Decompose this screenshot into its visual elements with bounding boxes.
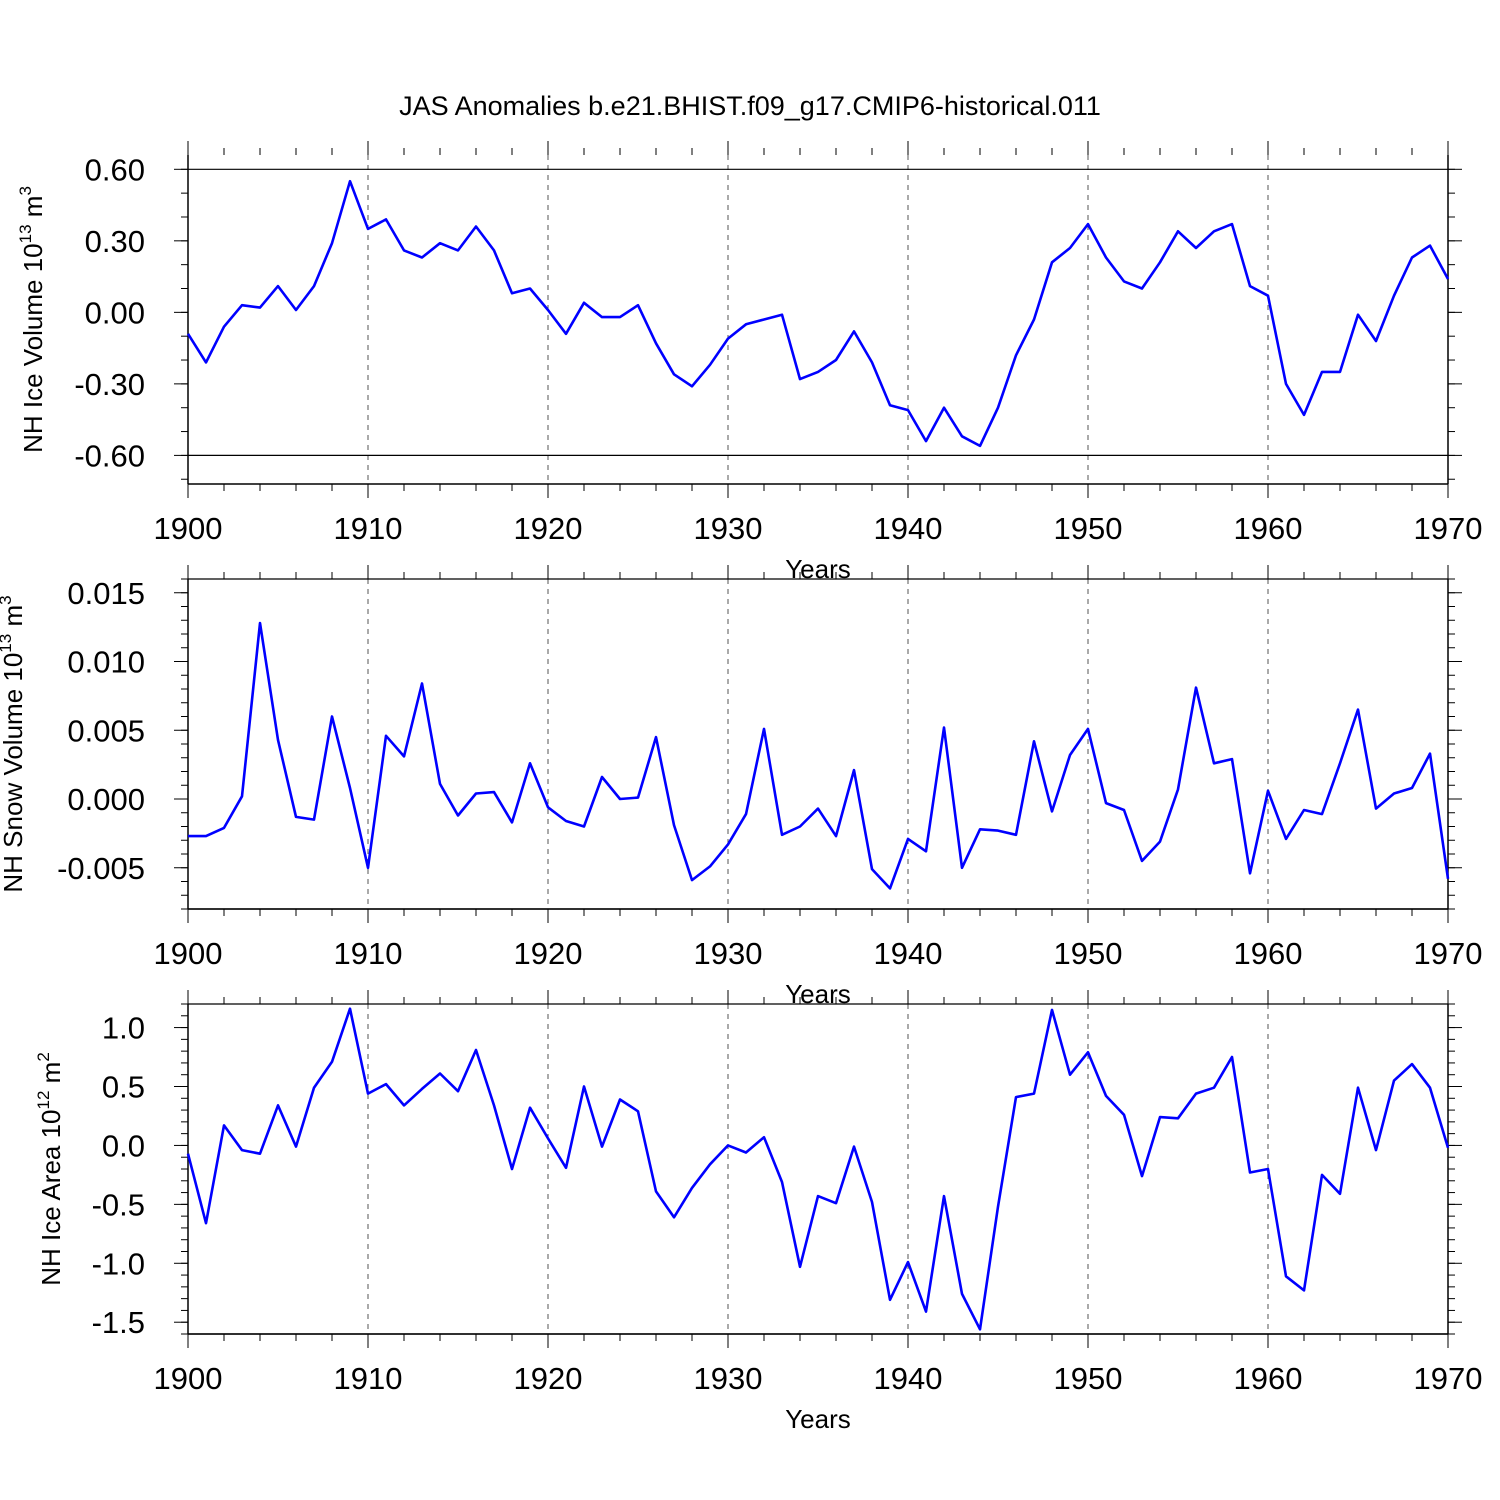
x-axis-label: Years bbox=[785, 1404, 851, 1434]
y-tick-label: 0.000 bbox=[67, 782, 145, 817]
chart-title: JAS Anomalies b.e21.BHIST.f09_g17.CMIP6-… bbox=[399, 91, 1101, 121]
x-tick-label: 1920 bbox=[514, 511, 583, 546]
x-tick-label: 1970 bbox=[1414, 1361, 1483, 1396]
x-tick-label: 1900 bbox=[154, 1361, 223, 1396]
x-tick-label: 1950 bbox=[1054, 936, 1123, 971]
y-axis-label: NH Snow Volume 1013 m3 bbox=[0, 595, 28, 892]
y-tick-label: -1.0 bbox=[92, 1246, 145, 1281]
x-tick-label: 1920 bbox=[514, 1361, 583, 1396]
x-tick-label: 1970 bbox=[1414, 511, 1483, 546]
x-tick-label: 1910 bbox=[334, 936, 403, 971]
series-line bbox=[188, 621, 1450, 890]
x-tick-label: 1900 bbox=[154, 936, 223, 971]
y-tick-label: 1.0 bbox=[102, 1011, 145, 1046]
y-tick-label: 0.005 bbox=[67, 713, 145, 748]
x-tick-label: 1900 bbox=[154, 511, 223, 546]
panel-ice-volume: 1900 1910 1920 1930 1940 1950 1960 1970Years-0.… bbox=[16, 141, 1482, 584]
y-tick-label: -0.60 bbox=[74, 438, 145, 473]
series-line bbox=[186, 1007, 1450, 1331]
x-tick-label: 1970 bbox=[1414, 936, 1483, 971]
y-tick-label: -1.5 bbox=[92, 1305, 145, 1340]
x-tick-label: 1930 bbox=[694, 511, 763, 546]
y-tick-label: -0.5 bbox=[92, 1187, 145, 1222]
y-tick-label: 0.015 bbox=[67, 576, 145, 611]
x-tick-label: 1930 bbox=[694, 1361, 763, 1396]
x-tick-label: 1950 bbox=[1054, 511, 1123, 546]
x-tick-label: 1940 bbox=[874, 936, 943, 971]
panel-ice-area: 1900 1910 1920 1930 1940 1950 1960 1970 Years -1.… bbox=[34, 990, 1482, 1434]
x-tick-label: 1910 bbox=[334, 511, 403, 546]
x-tick-label: 1960 bbox=[1234, 511, 1303, 546]
y-axis-label: NH Ice Area 1012 m2 bbox=[34, 1052, 66, 1286]
panel-snow-volume: 1900 1910 1920 1930 1940 1950 1960 1970Years-0.… bbox=[0, 565, 1482, 1009]
y-tick-label: -0.005 bbox=[57, 851, 145, 886]
y-tick-label: -0.30 bbox=[74, 367, 145, 402]
x-tick-label: 1960 bbox=[1234, 1361, 1303, 1396]
y-tick-label: 0.30 bbox=[85, 224, 145, 259]
series-line bbox=[186, 179, 1450, 448]
y-tick-label: 0.010 bbox=[67, 645, 145, 680]
x-tick-label: 1950 bbox=[1054, 1361, 1123, 1396]
x-tick-label: 1910 bbox=[334, 1361, 403, 1396]
x-tick-label: 1960 bbox=[1234, 936, 1303, 971]
y-tick-label: 0.60 bbox=[85, 152, 145, 187]
x-tick-label: 1940 bbox=[874, 511, 943, 546]
y-tick-label: 0.5 bbox=[102, 1070, 145, 1105]
x-tick-label: 1940 bbox=[874, 1361, 943, 1396]
y-tick-label: 0.0 bbox=[102, 1128, 145, 1163]
y-axis-label: NH Ice Volume 1013 m3 bbox=[16, 186, 48, 453]
y-tick-label: 0.00 bbox=[85, 295, 145, 330]
x-tick-label: 1930 bbox=[694, 936, 763, 971]
x-tick-label: 1920 bbox=[514, 936, 583, 971]
